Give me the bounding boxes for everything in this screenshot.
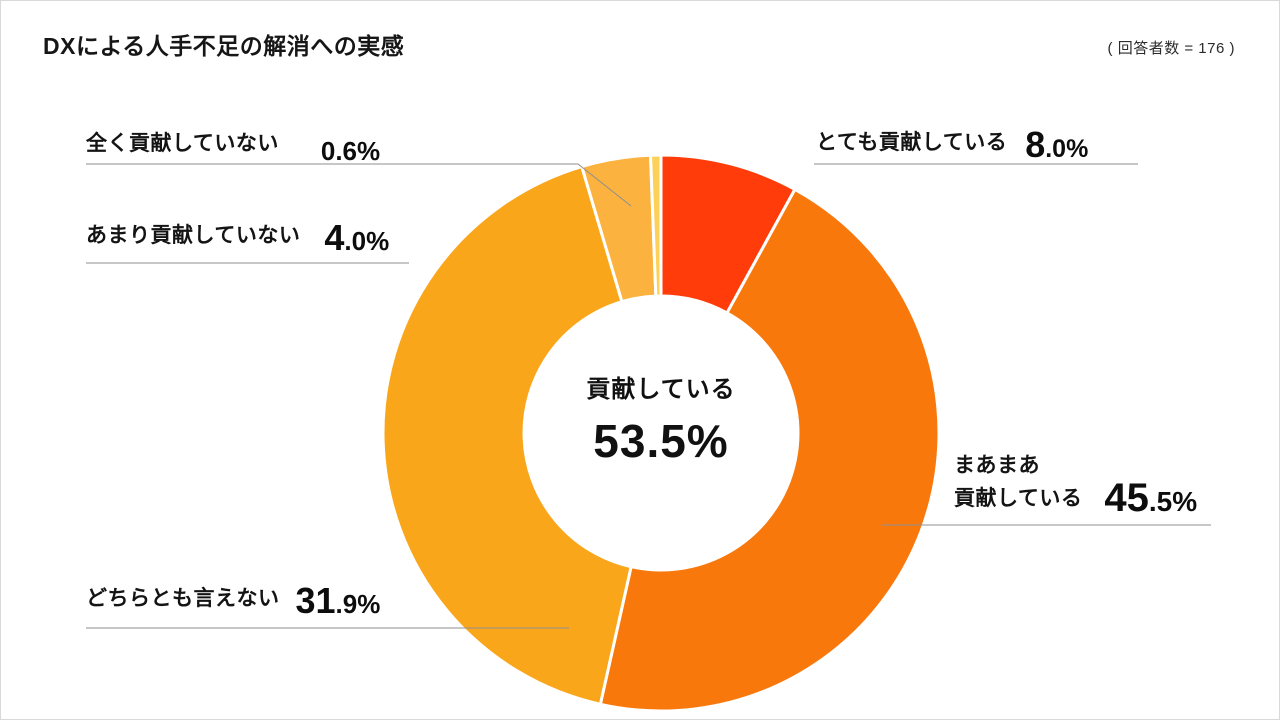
segment-value-lead: 4 [324, 217, 345, 258]
donut-segment [381, 165, 633, 706]
segment-value-rest: .0% [344, 226, 390, 256]
segment-value-rest: .9% [335, 589, 381, 619]
donut-segment [598, 187, 941, 713]
segment-value: 0.6% [321, 138, 380, 164]
respondents-count-note: ( 回答者数 = 176 ) [1107, 40, 1235, 57]
segment-label: まあまあ 貢献している 45.5% [954, 450, 1197, 518]
segment-label: あまり貢献していない 4.0% [86, 220, 389, 256]
segment-value-rest: .5% [1148, 486, 1198, 518]
segment-name: とても貢献している [816, 131, 1008, 155]
segment-value-lead: 0.6% [320, 135, 381, 166]
segment-value: 4.0% [324, 220, 389, 256]
segment-value-lead: 45 [1104, 476, 1149, 521]
leader-line [86, 163, 632, 207]
donut-segment [649, 153, 663, 298]
donut-center-label: 貢献している [586, 376, 736, 403]
segment-value: 8.0% [1025, 127, 1088, 163]
segment-label: とても貢献している 8.0% [816, 127, 1088, 163]
segment-label: どちらとも言えない 31.9% [86, 583, 380, 619]
segment-value-lead: 8 [1025, 124, 1046, 165]
segment-name: どちらとも言えない [86, 587, 280, 611]
segment-value: 31.9% [296, 583, 381, 619]
segment-value-lead: 31 [295, 580, 336, 621]
segment-value-rest: .0% [1045, 135, 1089, 163]
segment-name: まあまあ 貢献している [954, 454, 1083, 510]
segment-name: あまり貢献していない [86, 224, 301, 248]
segment-label: 全く貢献していない 0.6% [86, 128, 380, 164]
page-title: DXによる人手不足の解消への実感 [43, 33, 405, 59]
donut-center-annotation: 貢献している 53.5% [511, 369, 811, 468]
segment-value: 45.5% [1104, 478, 1197, 518]
segment-name: 全く貢献していない [86, 132, 279, 155]
donut-center-value: 53.5% [593, 415, 729, 467]
